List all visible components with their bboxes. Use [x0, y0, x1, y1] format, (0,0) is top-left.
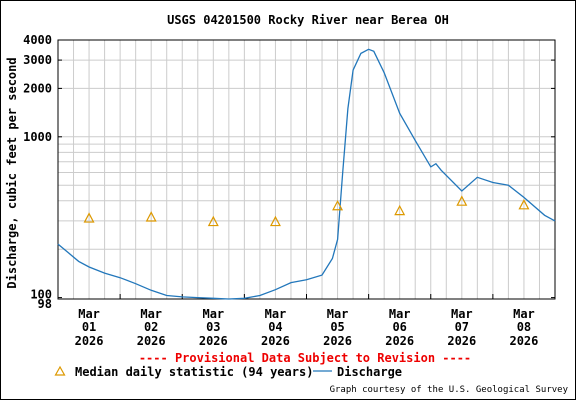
legend-median-label: Median daily statistic (94 years): [75, 365, 313, 379]
x-tick-label-year: 2026: [385, 334, 414, 348]
x-tick-label-day: 02: [144, 320, 158, 334]
x-tick-label-day: 08: [517, 320, 531, 334]
y-tick-label: 4000: [23, 33, 52, 47]
x-tick-label-month: Mar: [140, 307, 162, 321]
x-tick-label-month: Mar: [265, 307, 287, 321]
horizontal-grid: [58, 59, 555, 250]
x-tick-label-day: 04: [268, 320, 282, 334]
median-marker: [456, 195, 468, 206]
x-tick-label-day: 07: [455, 320, 469, 334]
x-tick-label-year: 2026: [199, 334, 228, 348]
x-tick-label-year: 2026: [509, 334, 538, 348]
x-tick-label-month: Mar: [327, 307, 349, 321]
x-tick-label-year: 2026: [75, 334, 104, 348]
x-tick-label-month: Mar: [513, 307, 535, 321]
median-marker: [145, 211, 157, 222]
legend-triangle-icon: [54, 365, 66, 376]
chart-title: USGS 04201500 Rocky River near Berea OH: [167, 13, 449, 27]
median-series-markers: [83, 195, 530, 227]
legend: Median daily statistic (94 years) Discha…: [54, 365, 402, 379]
x-tick-label-day: 05: [330, 320, 344, 334]
y-tick-label: 100: [30, 288, 52, 302]
median-marker: [394, 204, 406, 216]
median-marker: [207, 215, 219, 227]
y-tick-label: 2000: [23, 81, 52, 95]
x-tick-label-day: 03: [206, 320, 220, 334]
median-marker: [332, 199, 344, 211]
x-tick-label-month: Mar: [451, 307, 473, 321]
credit-text: Graph courtesy of the U.S. Geological Su…: [330, 385, 569, 395]
x-tick-label-year: 2026: [447, 334, 476, 348]
legend-discharge-label: Discharge: [337, 365, 402, 379]
median-marker: [269, 215, 281, 227]
median-marker: [518, 199, 530, 210]
provisional-note: ---- Provisional Data Subject to Revisio…: [139, 351, 471, 365]
x-tick-label-day: 06: [392, 320, 406, 334]
x-tick-label-month: Mar: [389, 307, 411, 321]
x-axis-ticks: Mar012026Mar022026Mar032026Mar042026Mar0…: [57, 294, 556, 348]
discharge-series-line: [57, 48, 556, 300]
y-tick-label: 3000: [23, 53, 52, 67]
x-tick-label-year: 2026: [137, 334, 166, 348]
y-axis-label: Discharge, cubic feet per second: [5, 57, 19, 288]
x-tick-label-day: 01: [82, 320, 96, 334]
x-tick-label-year: 2026: [323, 334, 352, 348]
vertical-grid: [73, 40, 540, 299]
x-tick-label-month: Mar: [78, 307, 100, 321]
y-tick-label: 98: [38, 297, 52, 311]
y-tick-label: 1000: [23, 130, 52, 144]
x-tick-label-month: Mar: [202, 307, 224, 321]
x-tick-label-year: 2026: [261, 334, 290, 348]
median-marker: [83, 212, 95, 223]
